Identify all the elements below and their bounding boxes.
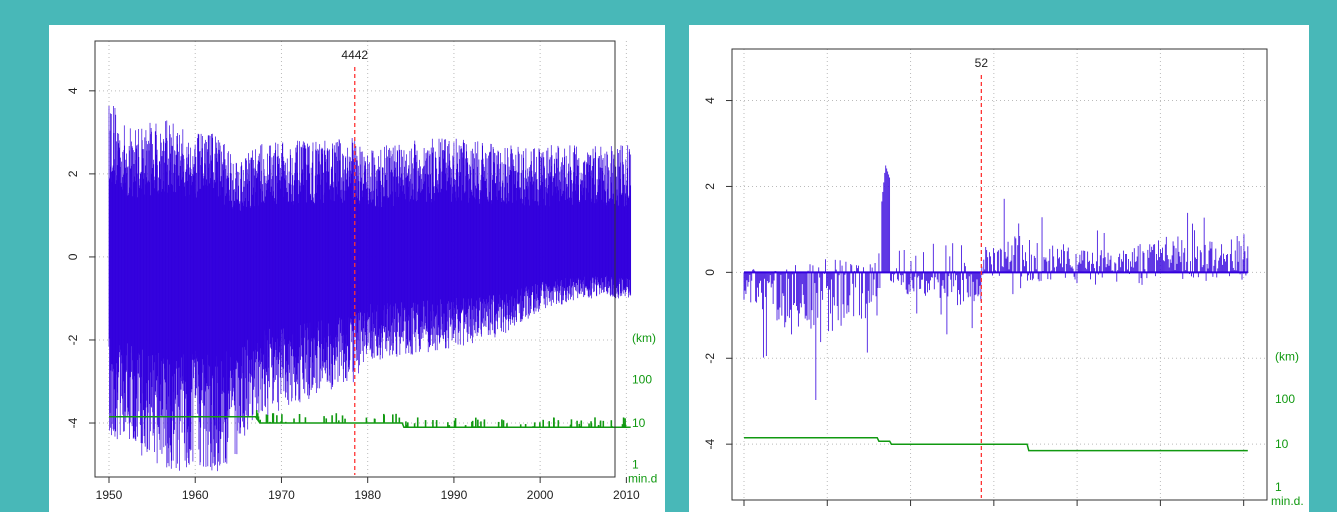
- y-tick-label: -2: [66, 334, 80, 345]
- distance-axis-label: min.d: [628, 472, 657, 486]
- y-tick-label: 4: [703, 97, 717, 104]
- x-tick-label: 1980: [354, 488, 381, 502]
- x-tick-label: 1950: [96, 488, 123, 502]
- y-tick-label: 0: [66, 253, 80, 260]
- y-tick-label: -2: [703, 353, 717, 364]
- y-tick-label: -4: [703, 439, 717, 450]
- anomaly-series: [743, 165, 1249, 401]
- x-tick-label: 1960: [182, 488, 209, 502]
- plot-area: 52: [732, 49, 1267, 500]
- plot-frame: [731, 48, 1268, 501]
- distance-tick-label: 100: [1275, 392, 1295, 406]
- distance-axis-label: min.d.: [1271, 494, 1304, 508]
- left-time-series-chart: 4442 1950 1960 1970 1980 1990 2000 2010 4 2 0 -2 -4 (…: [66, 40, 657, 502]
- distance-tick-label: 1: [1275, 480, 1282, 494]
- left-chart-panel: 4442 1950 1960 1970 1980 1990 2000 2010 4 2 0 -2 -4 (…: [49, 25, 665, 512]
- x-tick-label: 2000: [527, 488, 554, 502]
- distance-tick-label: 10: [1275, 437, 1289, 451]
- right-time-series-chart: 521950196019701980199020002010420-2-4(km…: [703, 48, 1304, 512]
- distance-unit-label: (km): [1275, 349, 1299, 363]
- min-distance-line: [744, 436, 1248, 452]
- distance-unit-label: (km): [632, 331, 656, 345]
- x-tick-label: 1970: [268, 488, 295, 502]
- y-tick-label: 0: [703, 269, 717, 276]
- change-point-label: 4442: [341, 48, 368, 62]
- y-tick-label: 2: [703, 183, 717, 190]
- y-tick-label: -4: [66, 417, 80, 428]
- distance-tick-label: 10: [632, 416, 646, 430]
- y-tick-label: 4: [66, 87, 80, 94]
- right-chart-panel: 521950196019701980199020002010420-2-4(km…: [689, 25, 1309, 512]
- y-tick-label: 2: [66, 170, 80, 177]
- anomaly-series: [108, 105, 632, 472]
- distance-tick-label: 100: [632, 372, 652, 386]
- min-distance-line: [109, 416, 631, 428]
- x-tick-label: 1990: [441, 488, 468, 502]
- x-tick-label: 2010: [613, 488, 640, 502]
- change-point-label: 52: [975, 56, 989, 70]
- distance-tick-label: 1: [632, 458, 639, 472]
- plot-area: 4442: [95, 41, 632, 477]
- plot-frame: [94, 40, 616, 478]
